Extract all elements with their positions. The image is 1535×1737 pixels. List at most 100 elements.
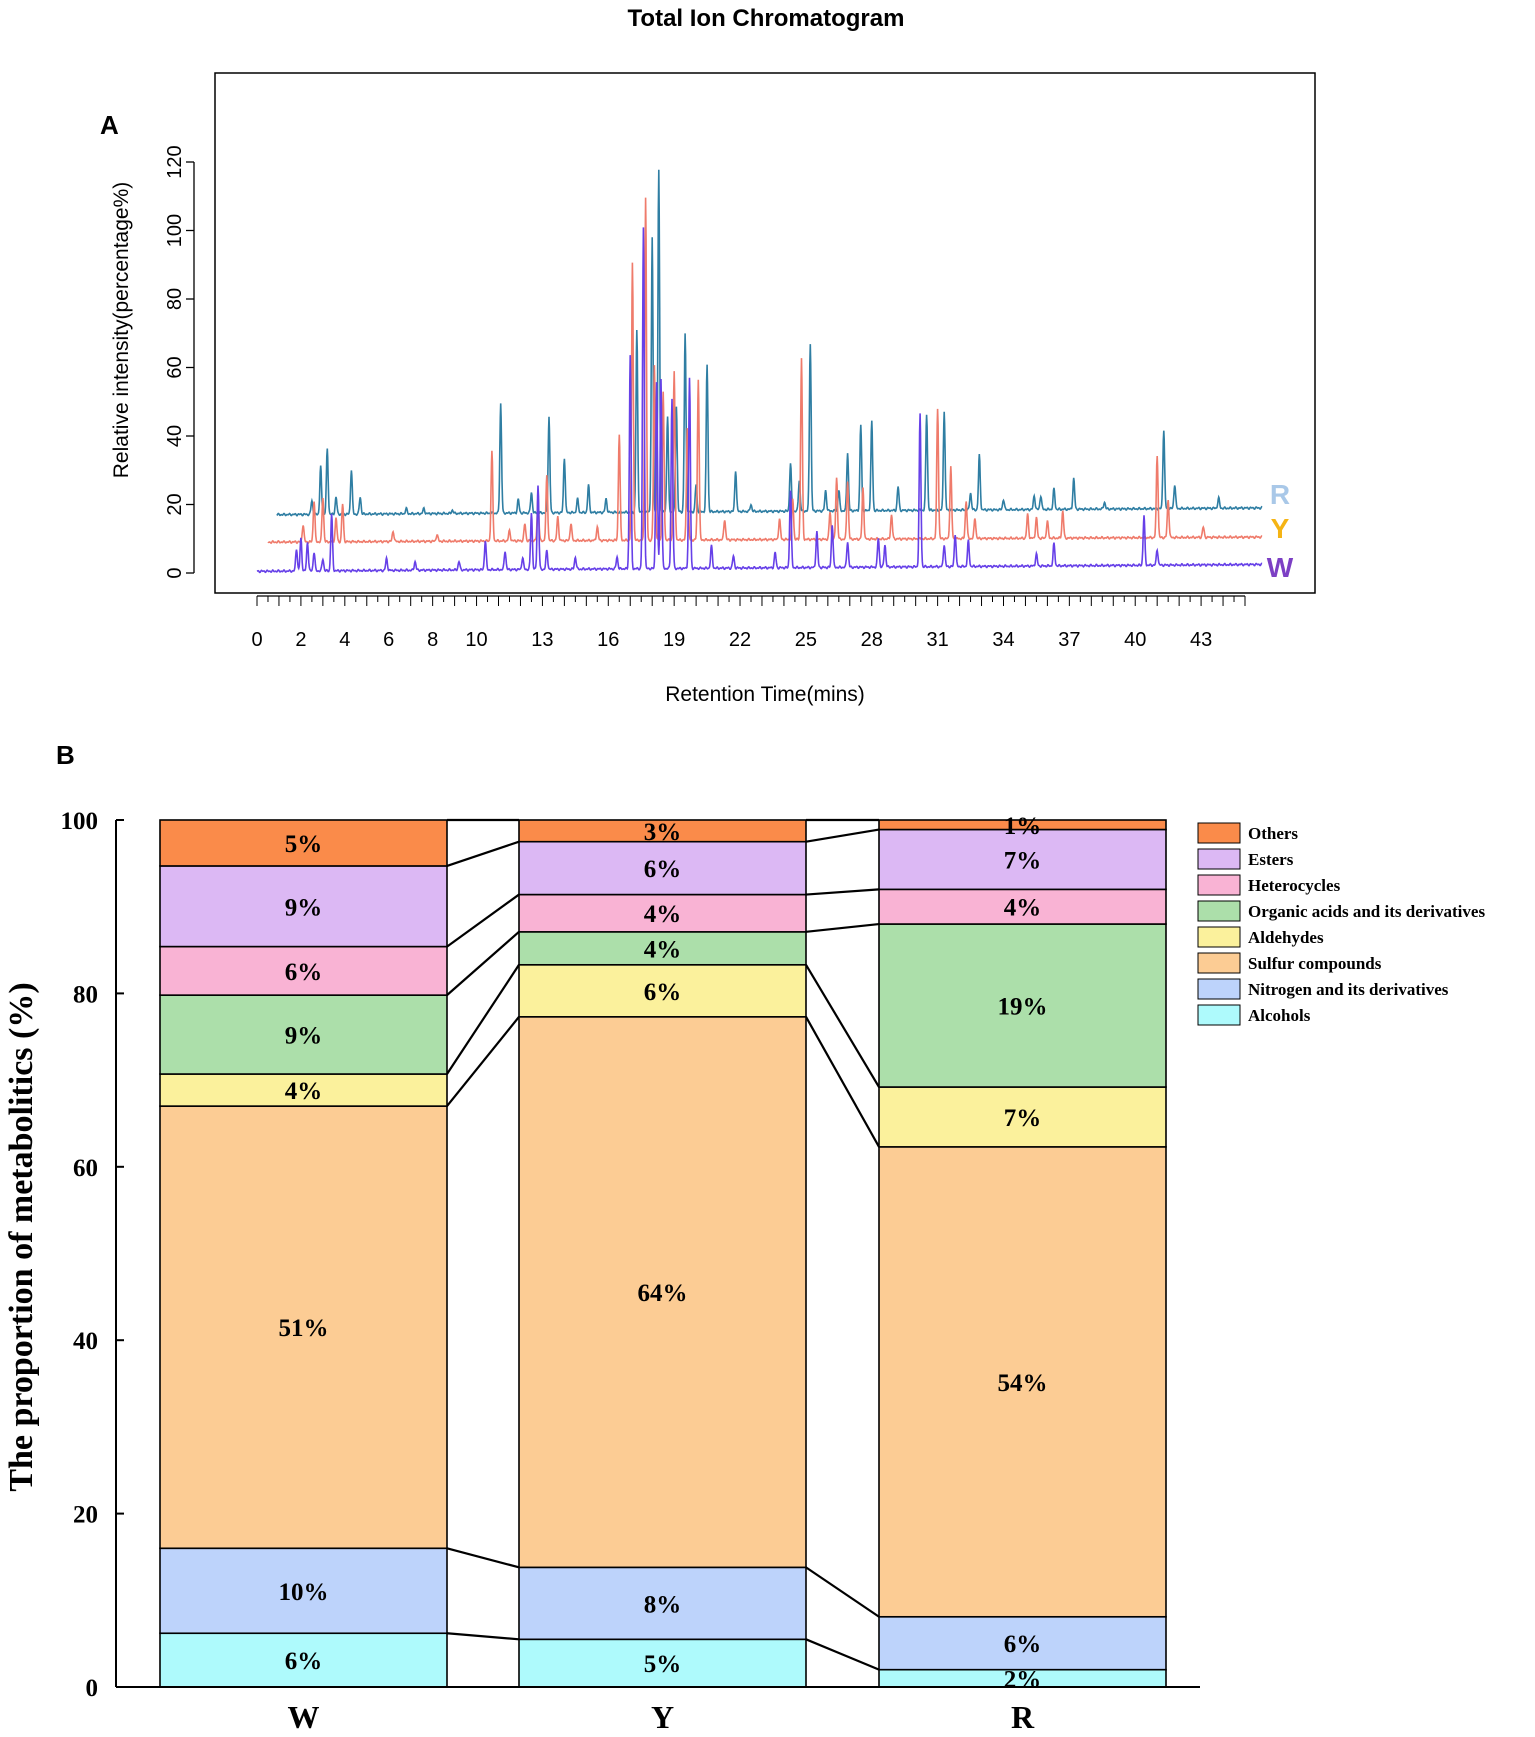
legend-label-organic-acids-and-its-derivatives: Organic acids and its derivatives bbox=[1248, 902, 1485, 921]
connector-line bbox=[805, 922, 880, 933]
bar-r-esters bbox=[878, 828, 1167, 891]
legend-label-nitrogen-and-its-derivatives: Nitrogen and its derivatives bbox=[1248, 980, 1449, 999]
label-y-others: 3% bbox=[644, 819, 682, 846]
bar-y-organic-acids-and-its-derivatives bbox=[518, 931, 807, 966]
connector-line bbox=[446, 893, 520, 948]
legend-label-esters: Esters bbox=[1248, 850, 1294, 869]
chromatogram-x-tick-label: 31 bbox=[926, 629, 948, 651]
chromatogram-x-tick-label: 8 bbox=[427, 629, 438, 651]
label-y-aldehydes: 6% bbox=[644, 979, 682, 1006]
chromatogram-x-tick-label: 19 bbox=[663, 629, 685, 651]
trace-label-w: W bbox=[1267, 552, 1294, 583]
bar-y-esters bbox=[518, 840, 807, 896]
chromatogram-y-tick-label: 0 bbox=[164, 567, 186, 578]
bar-r-heterocycles bbox=[878, 888, 1167, 925]
chromatogram-x-tick-label: 16 bbox=[597, 629, 619, 651]
bar-category-label-r: R bbox=[1011, 1699, 1035, 1735]
chromatogram-x-tick-label: 2 bbox=[295, 629, 306, 651]
label-y-esters: 6% bbox=[644, 856, 682, 883]
bar-y-heterocycles bbox=[518, 893, 807, 933]
chromatogram-x-tick-label: 13 bbox=[531, 629, 553, 651]
chromatogram-y-tick-label: 40 bbox=[164, 425, 186, 447]
label-r-aldehydes: 7% bbox=[1004, 1105, 1042, 1132]
bar-r-sulfur-compounds bbox=[878, 1146, 1167, 1618]
bar-y-sulfur-compounds bbox=[518, 1016, 807, 1569]
connector-line bbox=[805, 1638, 880, 1671]
bar-w-organic-acids-and-its-derivatives bbox=[159, 994, 448, 1075]
label-y-sulfur-compounds: 64% bbox=[638, 1280, 688, 1307]
chromatogram-x-tick-label: 34 bbox=[992, 629, 1014, 651]
panel-b-label: B bbox=[56, 740, 75, 770]
connector-line bbox=[805, 964, 880, 1088]
connector-line bbox=[446, 1016, 520, 1107]
segment-percent-labels: 6% 10% 51% 4% 9% 6% 9% 5% 5% 8% 64% 6% 4% 4% 6% 3% 2% 6% 5… bbox=[279, 813, 1048, 1694]
chromatogram-x-tick-label: 22 bbox=[729, 629, 751, 651]
panel-a-label: A bbox=[100, 110, 119, 140]
bar-y-tick-label: 20 bbox=[73, 1502, 98, 1529]
chromatogram-frame bbox=[214, 72, 1316, 594]
bar-category-label-w: W bbox=[288, 1699, 320, 1735]
bar-category-label-y: Y bbox=[651, 1699, 674, 1735]
chromatogram-y-tick-label: 100 bbox=[164, 214, 186, 247]
bar-connector-lines bbox=[446, 818, 880, 1671]
panel-a-chromatogram: Total Ion Chromatogram A 020406080100120… bbox=[100, 5, 1316, 706]
bar-y-others bbox=[518, 819, 807, 843]
bar-w-alcohols bbox=[159, 1632, 448, 1688]
connector-line bbox=[805, 1566, 880, 1618]
bar-w-nitrogen-and-its-derivatives bbox=[159, 1547, 448, 1635]
bar-y-tick-label: 60 bbox=[73, 1155, 98, 1182]
bar-w-aldehydes bbox=[159, 1073, 448, 1107]
chromatogram-y-tick-label: 80 bbox=[164, 288, 186, 310]
chromatogram-y-axis: 0 20 40 60 80 100 120 bbox=[164, 145, 195, 579]
bar-r-others bbox=[878, 819, 1167, 831]
trace-y bbox=[267, 197, 1263, 545]
stacked-bars bbox=[159, 819, 1167, 1688]
label-w-organic-acids-and-its-derivatives: 9% bbox=[285, 1023, 323, 1050]
bar-w-sulfur-compounds bbox=[159, 1105, 448, 1550]
label-r-nitrogen-and-its-derivatives: 6% bbox=[1004, 1631, 1042, 1658]
legend-label-sulfur-compounds: Sulfur compounds bbox=[1248, 954, 1382, 973]
chromatogram-x-tick-label: 37 bbox=[1058, 629, 1080, 651]
chromatogram-traces: RYW bbox=[256, 169, 1294, 583]
connector-line bbox=[446, 931, 520, 996]
bar-y-tick-label: 80 bbox=[73, 981, 98, 1008]
label-r-heterocycles: 4% bbox=[1004, 895, 1042, 922]
legend-swatch-sulfur-compounds bbox=[1197, 952, 1241, 974]
chromatogram-x-tick-label: 40 bbox=[1124, 629, 1146, 651]
chromatogram-y-tick-label: 120 bbox=[164, 145, 186, 178]
chromatogram-x-tick-label: 10 bbox=[465, 629, 487, 651]
bar-y-nitrogen-and-its-derivatives bbox=[518, 1566, 807, 1641]
label-w-heterocycles: 6% bbox=[285, 959, 323, 986]
legend-swatch-others bbox=[1197, 822, 1241, 844]
connector-line bbox=[805, 888, 880, 896]
bar-y-alcohols bbox=[518, 1638, 807, 1688]
chromatogram-x-tick-label: 0 bbox=[251, 629, 262, 651]
bar-legend: Others Esters Heterocycles Organic acids an… bbox=[1197, 822, 1485, 1026]
legend-swatch-alcohols bbox=[1197, 1004, 1241, 1026]
legend-swatch-esters bbox=[1197, 848, 1241, 870]
legend-label-aldehydes: Aldehydes bbox=[1248, 928, 1324, 947]
trace-w bbox=[256, 227, 1263, 574]
legend-label-alcohols: Alcohols bbox=[1248, 1006, 1311, 1025]
bar-y-tick-label: 0 bbox=[86, 1675, 99, 1702]
chromatogram-x-tick-label: 43 bbox=[1190, 629, 1212, 651]
bar-y-tick-label: 100 bbox=[61, 808, 99, 835]
label-r-organic-acids-and-its-derivatives: 19% bbox=[998, 994, 1048, 1021]
label-r-alcohols: 2% bbox=[1004, 1666, 1042, 1693]
chromatogram-x-axis: 0 2 4 6 8 10 13 16 19 22 25 28 31 34 37 40 43 bbox=[251, 595, 1246, 651]
trace-label-y: Y bbox=[1271, 513, 1290, 544]
bar-y-axis: 0 20 40 60 80 100 bbox=[61, 808, 124, 1702]
legend-swatch-organic-acids-and-its-derivatives bbox=[1197, 900, 1241, 922]
connector-line bbox=[805, 1016, 880, 1148]
chromatogram-x-tick-label: 28 bbox=[861, 629, 883, 651]
chromatogram-y-tick-label: 60 bbox=[164, 356, 186, 378]
trace-label-r: R bbox=[1270, 479, 1290, 510]
connector-line bbox=[446, 1547, 520, 1569]
label-w-nitrogen-and-its-derivatives: 10% bbox=[279, 1579, 329, 1606]
chromatogram-x-tick-label: 6 bbox=[383, 629, 394, 651]
connector-line bbox=[446, 840, 520, 867]
chromatogram-x-axis-label: Retention Time(mins) bbox=[665, 683, 865, 706]
label-w-others: 5% bbox=[285, 831, 323, 858]
bar-y-tick-label: 40 bbox=[73, 1328, 98, 1355]
bar-r-organic-acids-and-its-derivatives bbox=[878, 923, 1167, 1088]
